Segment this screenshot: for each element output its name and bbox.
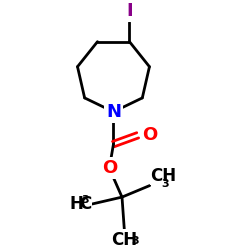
Text: O: O	[142, 126, 157, 144]
Text: O: O	[102, 159, 117, 177]
Text: 3: 3	[161, 179, 169, 189]
Text: I: I	[126, 2, 133, 20]
Text: C: C	[79, 195, 91, 213]
Text: CH: CH	[150, 167, 177, 185]
Text: CH: CH	[111, 231, 137, 249]
Text: 3: 3	[131, 236, 139, 246]
Text: N: N	[106, 103, 121, 121]
Text: H: H	[69, 195, 83, 213]
Text: 3: 3	[81, 195, 89, 205]
